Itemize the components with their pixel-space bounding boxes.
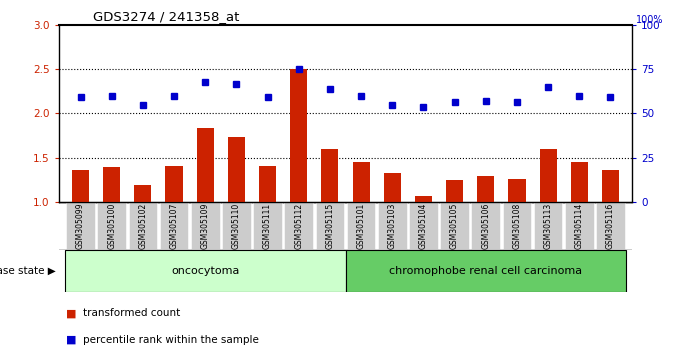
Bar xyxy=(285,202,313,249)
Text: ■: ■ xyxy=(66,308,76,318)
Bar xyxy=(596,202,625,249)
Bar xyxy=(446,180,463,202)
Text: ■: ■ xyxy=(66,335,76,345)
Text: GDS3274 / 241358_at: GDS3274 / 241358_at xyxy=(93,10,240,23)
Bar xyxy=(228,137,245,202)
Text: chromophobe renal cell carcinoma: chromophobe renal cell carcinoma xyxy=(389,266,583,276)
Text: 100%: 100% xyxy=(636,15,664,25)
Text: GSM305101: GSM305101 xyxy=(357,202,366,249)
Text: GSM305108: GSM305108 xyxy=(513,202,522,249)
Text: GSM305115: GSM305115 xyxy=(325,202,334,249)
Text: GSM305109: GSM305109 xyxy=(200,202,210,249)
Bar xyxy=(440,202,469,249)
Bar xyxy=(602,170,619,202)
Bar xyxy=(197,128,214,202)
Bar xyxy=(97,202,126,249)
Text: GSM305103: GSM305103 xyxy=(388,202,397,249)
Bar xyxy=(316,202,344,249)
Text: GSM305100: GSM305100 xyxy=(107,202,116,249)
Text: disease state ▶: disease state ▶ xyxy=(0,266,55,276)
Bar xyxy=(346,250,626,292)
Text: oncocytoma: oncocytoma xyxy=(171,266,239,276)
Bar xyxy=(565,202,594,249)
Bar xyxy=(259,166,276,202)
Bar xyxy=(540,149,557,202)
Bar xyxy=(129,202,158,249)
Text: GSM305105: GSM305105 xyxy=(450,202,459,249)
Bar xyxy=(222,202,251,249)
Text: percentile rank within the sample: percentile rank within the sample xyxy=(83,335,259,345)
Bar xyxy=(103,167,120,202)
Text: GSM305112: GSM305112 xyxy=(294,202,303,249)
Text: GSM305106: GSM305106 xyxy=(481,202,491,249)
Bar xyxy=(533,202,562,249)
Bar xyxy=(352,162,370,202)
Text: GSM305113: GSM305113 xyxy=(544,202,553,249)
Bar xyxy=(378,202,406,249)
Bar xyxy=(134,185,151,202)
Bar xyxy=(321,149,339,202)
Bar xyxy=(290,69,307,202)
Bar xyxy=(384,172,401,202)
Bar xyxy=(509,179,526,202)
Text: GSM305110: GSM305110 xyxy=(232,202,241,249)
Bar xyxy=(253,202,282,249)
Bar xyxy=(165,166,182,202)
Bar xyxy=(409,202,438,249)
Bar xyxy=(191,202,220,249)
Bar xyxy=(502,202,531,249)
Text: GSM305116: GSM305116 xyxy=(606,202,615,249)
Bar xyxy=(571,162,588,202)
Text: GSM305104: GSM305104 xyxy=(419,202,428,249)
Bar xyxy=(65,250,346,292)
Bar xyxy=(66,202,95,249)
Bar xyxy=(72,170,89,202)
Text: GSM305099: GSM305099 xyxy=(76,202,85,249)
Bar xyxy=(160,202,189,249)
Bar xyxy=(477,176,494,202)
Text: transformed count: transformed count xyxy=(83,308,180,318)
Text: GSM305111: GSM305111 xyxy=(263,202,272,249)
Bar xyxy=(415,195,432,202)
Text: GSM305114: GSM305114 xyxy=(575,202,584,249)
Bar xyxy=(471,202,500,249)
Text: GSM305107: GSM305107 xyxy=(169,202,178,249)
Bar xyxy=(347,202,375,249)
Text: GSM305102: GSM305102 xyxy=(138,202,147,249)
